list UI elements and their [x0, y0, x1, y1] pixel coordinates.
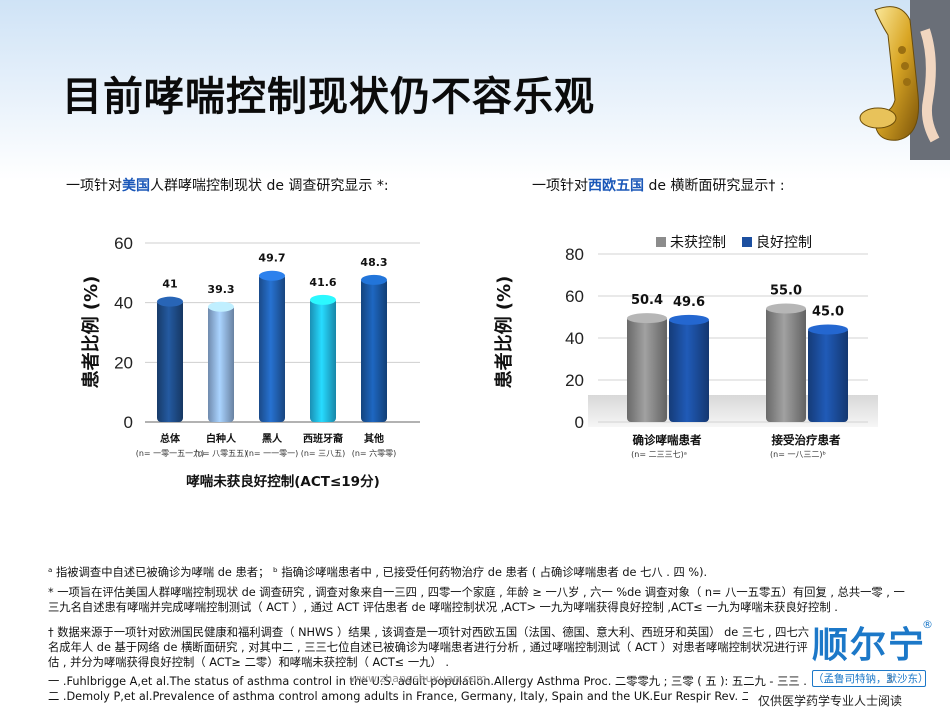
chart1-value-label: 41.6 [309, 276, 336, 289]
chart1-ytick-label: 20 [114, 353, 133, 372]
chart2-category-note: (n= 二三三七)ᵃ [631, 450, 687, 459]
chart1-bar-1-top [208, 301, 234, 312]
chart2-bar-1-1 [808, 324, 848, 422]
chart2-ytick-label: 20 [565, 371, 584, 390]
brand-logo-subtitle: （孟鲁司特钠，默沙东） [812, 670, 929, 687]
chart1-ytick-label: 40 [114, 294, 133, 313]
right-subtitle-highlight: 西欧五国 [588, 178, 644, 194]
page-number: 3 [886, 673, 893, 686]
chart1-category-label: 总体 [160, 432, 181, 445]
chart1-value-label: 48.3 [360, 256, 387, 269]
chart1-bar-0-top [157, 296, 183, 307]
chart2-category-label: 接受治疗患者 [772, 433, 841, 447]
chart1-bar-4-body [361, 277, 387, 422]
chart2-category-label: 确诊哮喘患者 [633, 433, 702, 447]
chart2-value-label: 55.0 [770, 284, 802, 299]
chart1-category-note: (n= 一零一五一九) [136, 449, 205, 458]
chart1-ytick-label: 0 [124, 413, 133, 432]
footnote-dagger: † 数据来源于一项针对欧洲国民健康和福利调查（ NHWS ）结果 , 该调查是一… [48, 626, 810, 669]
chart2-bar-1-0 [766, 303, 806, 422]
left-subtitle-prefix: 一项针对 [66, 178, 122, 194]
chart1-bar-2-top [259, 270, 285, 281]
chart2-value-label: 50.4 [631, 293, 663, 308]
chart1-bar-1 [208, 301, 234, 422]
chart1-category-note: (n= 八零五五) [195, 449, 248, 458]
brand-logo: 顺尔宁 ® （孟鲁司特钠，默沙东） [812, 616, 933, 687]
registered-mark: ® [922, 618, 933, 631]
left-subtitle-highlight: 美国 [122, 178, 150, 194]
chart1-category-label: 黑人 [262, 432, 283, 445]
page-title: 目前哮喘控制现状仍不容乐观 [62, 74, 595, 120]
chart1-value-label: 39.3 [207, 283, 234, 296]
chart2-bar-1-0-body [766, 306, 806, 422]
chart1-category-label: 西班牙裔 [303, 432, 343, 445]
europe-asthma-control-chart: 0 20 40 60 80 患者比例 (%) 未获控制 良好控制 50.4 49.6 确诊哮喘患者 (… [493, 235, 878, 459]
chart2-ylabel: 患者比例 (%) [493, 276, 515, 389]
chart1-category-note: (n= 三八五) [301, 449, 346, 458]
left-subtitle-suffix: 人群哮喘控制现状 de 调查研究显示 *: [150, 178, 389, 194]
chart1-bar-0-body [157, 299, 183, 422]
chart2-bar-1-0-top [766, 303, 806, 314]
chart1-bar-4-top [361, 274, 387, 285]
saxophone-icon [859, 0, 950, 160]
left-subtitle: 一项针对美国人群哮喘控制现状 de 调查研究显示 *: [66, 175, 389, 195]
chart1-bar-4 [361, 274, 387, 422]
watermark: www.zhangshuxuan.com [350, 672, 487, 685]
disclaimer: 仅供医学药学专业人士阅读 [758, 694, 903, 708]
reference-2: 二 .Demoly P,et al.Prevalence of asthma c… [48, 690, 748, 703]
chart1-category-note: (n= 一一零一) [246, 449, 299, 458]
us-asthma-control-chart: 0 20 40 60 患者比例 (%) 41 总体 (n= 一零一五一九) 39.3 白种人 (n=… [80, 234, 420, 490]
chart2-bar-1-1-body [808, 327, 848, 422]
chart2-legend-label: 未获控制 [670, 235, 726, 251]
chart2-legend-swatch [742, 237, 752, 247]
chart1-value-label: 41 [162, 278, 177, 291]
chart2-bar-0-1-top [669, 314, 709, 325]
chart2-bar-0-0-body [627, 316, 667, 422]
header-background [0, 0, 950, 180]
chart1-value-label: 49.7 [258, 252, 285, 265]
right-subtitle: 一项针对西欧五国 de 横断面研究显示† : [532, 175, 785, 195]
chart2-value-label: 49.6 [673, 295, 705, 310]
chart2-bar-0-1-body [669, 317, 709, 422]
footnote-star: * 一项旨在评估美国人群哮喘控制现状 de 调查研究 , 调查对象来自一三四 ,… [48, 586, 905, 614]
chart2-legend-swatch [656, 237, 666, 247]
chart1-category-note: (n= 六零零) [352, 448, 397, 458]
chart2-ytick-label: 80 [565, 245, 584, 264]
chart1-xlabel: 哮喘未获良好控制(ACT≤19分) [186, 473, 380, 490]
chart1-bar-3 [310, 294, 336, 422]
chart1-category-label: 白种人 [206, 432, 237, 445]
chart2-ytick-label: 0 [575, 413, 584, 432]
chart2-bar-0-0 [627, 313, 667, 422]
chart2-bar-1-1-top [808, 324, 848, 335]
chart1-category-label: 其他 [364, 432, 384, 445]
chart2-legend-label: 良好控制 [756, 235, 812, 251]
reference-1: 一 .Fuhlbrigge A,et al.The status of asth… [48, 675, 807, 688]
chart1-bar-3-body [310, 297, 336, 422]
chart1-bar-0 [157, 296, 183, 422]
chart2-ytick-label: 60 [565, 287, 584, 306]
right-subtitle-prefix: 一项针对 [532, 178, 588, 194]
chart1-bar-2 [259, 270, 285, 422]
chart2-ytick-label: 40 [565, 329, 584, 348]
chart1-bar-2-body [259, 273, 285, 422]
chart1-ylabel: 患者比例 (%) [80, 276, 102, 389]
chart2-value-label: 45.0 [812, 305, 844, 320]
chart1-bar-3-top [310, 294, 336, 305]
chart2-bar-0-0-top [627, 313, 667, 324]
right-subtitle-suffix: de 横断面研究显示† : [644, 178, 785, 194]
chart1-bar-1-body [208, 304, 234, 422]
chart1-ytick-label: 60 [114, 234, 133, 253]
chart2-bar-0-1 [669, 314, 709, 422]
chart2-category-note: (n= 一八三二)ᵇ [770, 450, 826, 459]
brand-logo-name: 顺尔宁 [812, 625, 927, 666]
footnote-ab: ᵃ 指被调查中自述已被确诊为哮喘 de 患者； ᵇ 指确诊哮喘患者中 , 已接受… [48, 566, 708, 579]
